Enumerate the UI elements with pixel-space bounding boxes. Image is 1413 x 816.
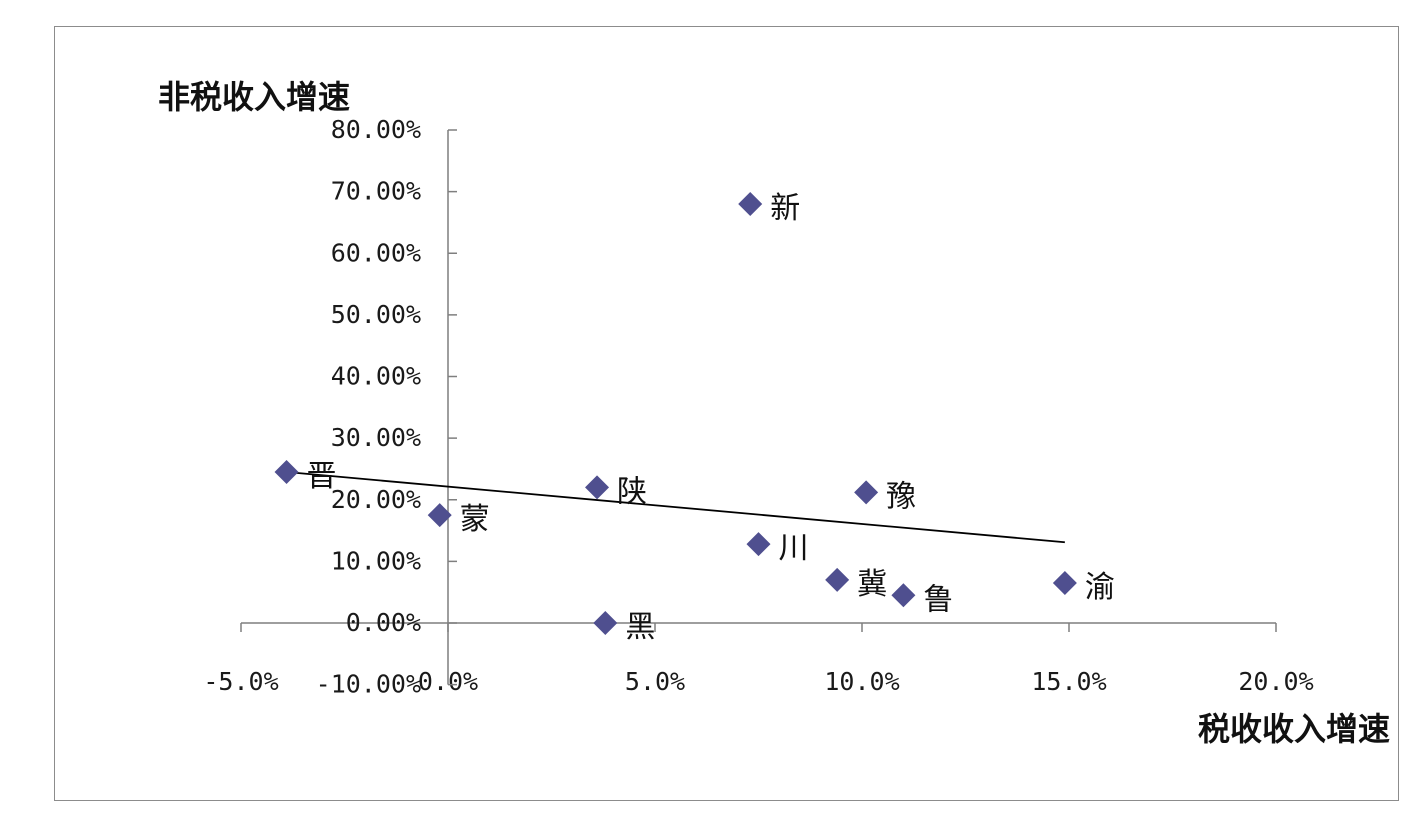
data-point-label: 陕 <box>617 474 647 509</box>
y-tick-label: 20.00% <box>331 485 421 514</box>
data-point-marker <box>738 191 763 216</box>
axes: -5.0% 0.0% 5.0% 10.0% 15.0% 20.0%-10.00%0.00%… <box>203 115 1313 699</box>
data-point-label: 川 <box>779 531 809 566</box>
x-tick-label: 5.0% <box>625 667 685 696</box>
y-axis-title: 非税收入增速 <box>158 78 350 116</box>
y-tick-label: 0.00% <box>346 608 421 637</box>
trendline-layer <box>286 471 1065 544</box>
points-layer <box>274 191 1077 635</box>
y-tick-label: -10.00% <box>316 670 421 699</box>
x-tick-label: -5.0% <box>203 667 278 696</box>
y-tick-label: 10.00% <box>331 546 421 575</box>
chart-frame <box>54 26 1399 801</box>
data-point-label: 晋 <box>307 459 337 494</box>
y-tick-label: 50.00% <box>331 300 421 329</box>
data-point-marker <box>274 460 299 485</box>
x-tick-label: 15.0% <box>1031 667 1106 696</box>
labels-layer: 晋蒙 陕黑 新川冀 豫鲁 渝 <box>307 191 1115 645</box>
data-point-marker <box>427 503 452 528</box>
data-point-label: 黑 <box>625 610 655 645</box>
data-point-marker <box>891 583 916 608</box>
data-point-label: 豫 <box>886 479 916 514</box>
data-point-label: 蒙 <box>460 502 490 537</box>
data-point-label: 渝 <box>1085 570 1115 605</box>
x-tick-label: 20.0% <box>1238 667 1313 696</box>
x-tick-label: 10.0% <box>824 667 899 696</box>
data-point-marker <box>825 567 850 592</box>
data-point-marker <box>593 611 618 635</box>
data-point-label: 冀 <box>857 567 887 602</box>
y-tick-label: 40.00% <box>331 362 421 391</box>
x-axis-title: 税收收入增速 <box>1198 710 1390 748</box>
data-point-marker <box>1052 570 1077 595</box>
y-tick-label: 30.00% <box>331 423 421 452</box>
y-tick-label: 80.00% <box>331 115 421 144</box>
data-point-label: 鲁 <box>923 582 953 617</box>
data-point-marker <box>854 480 879 505</box>
data-point-label: 新 <box>770 191 800 226</box>
y-tick-label: 70.00% <box>331 177 421 206</box>
trendline <box>286 471 1065 544</box>
y-tick-label: 60.00% <box>331 238 421 267</box>
data-point-marker <box>746 532 771 557</box>
data-point-marker <box>585 475 610 500</box>
